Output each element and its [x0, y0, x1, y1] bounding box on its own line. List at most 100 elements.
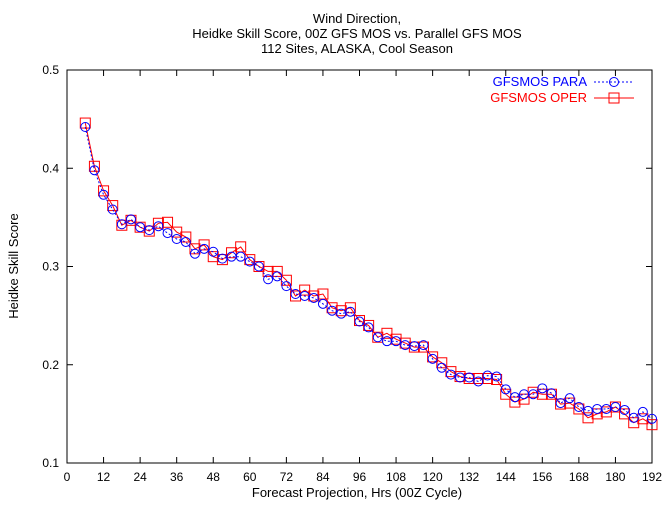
point-para: [89, 165, 100, 176]
legend-marker-oper: [608, 92, 620, 104]
point-para: [116, 219, 127, 230]
point-para: [308, 292, 319, 303]
point-oper: [79, 117, 91, 129]
point-para: [564, 393, 575, 404]
x-axis-ticks: 0 12 24 36 48 60 72 84 96 108 120 132 144 156 168 180 19…: [64, 70, 662, 484]
point-para: [555, 398, 566, 409]
x-tick-label: 132: [459, 470, 479, 484]
point-para: [235, 251, 246, 262]
point-para: [509, 392, 520, 403]
point-para: [125, 214, 136, 225]
point-para: [244, 256, 255, 267]
point-para: [107, 204, 118, 215]
point-oper: [280, 274, 292, 286]
point-para: [363, 322, 374, 333]
point-para: [290, 289, 301, 300]
point-para: [354, 316, 365, 327]
point-oper: [427, 351, 439, 363]
legend: GFSMOS PARA GFSMOS OPER: [490, 74, 634, 105]
point-para: [573, 401, 584, 412]
chart-title-line-3: 112 Sites, ALASKA, Cool Season: [261, 41, 453, 56]
legend-label-oper: GFSMOS OPER: [490, 90, 587, 105]
point-para: [162, 228, 173, 239]
point-oper: [198, 239, 210, 251]
point-para: [189, 248, 200, 259]
series-line-oper: [84, 122, 653, 426]
point-para: [299, 290, 310, 301]
y-tick-label: 0.4: [42, 161, 59, 175]
point-para: [436, 362, 447, 373]
x-tick-label: 96: [353, 470, 367, 484]
point-para: [171, 233, 182, 244]
point-para: [391, 336, 402, 347]
point-para: [217, 253, 228, 264]
y-tick-label: 0.2: [42, 358, 59, 372]
x-tick-label: 120: [423, 470, 443, 484]
point-para: [336, 308, 347, 319]
point-para: [619, 404, 630, 415]
x-tick-label: 84: [316, 470, 330, 484]
x-tick-label: 24: [133, 470, 147, 484]
point-para: [372, 332, 383, 343]
point-oper: [582, 412, 594, 424]
point-oper: [152, 217, 164, 229]
point-oper: [491, 373, 503, 385]
x-tick-label: 12: [97, 470, 111, 484]
point-para: [491, 371, 502, 382]
point-para: [272, 271, 283, 282]
x-tick-label: 36: [170, 470, 184, 484]
point-para: [180, 236, 191, 247]
point-oper: [98, 185, 110, 197]
x-tick-label: 48: [207, 470, 221, 484]
series-layer: [79, 117, 658, 431]
point-para: [583, 405, 594, 416]
x-tick-label: 72: [280, 470, 294, 484]
point-oper: [299, 284, 311, 296]
point-para: [327, 305, 338, 316]
point-para: [135, 222, 146, 233]
point-para: [628, 412, 639, 423]
point-oper: [262, 265, 274, 277]
point-oper: [226, 247, 238, 259]
chart-title-line-1: Wind Direction,: [313, 11, 401, 26]
point-para: [637, 406, 648, 417]
point-para: [263, 274, 274, 285]
y-axis-ticks: 0.1 0.2 0.3 0.4 0.5: [42, 63, 652, 470]
point-para: [528, 389, 539, 400]
point-oper: [326, 302, 338, 314]
point-para: [500, 384, 511, 395]
point-para: [601, 403, 612, 414]
point-oper: [381, 327, 393, 339]
point-oper: [107, 200, 119, 212]
point-para: [153, 221, 164, 232]
point-para: [317, 298, 328, 309]
legend-label-para: GFSMOS PARA: [493, 74, 588, 89]
legend-marker-para: [609, 77, 619, 87]
x-tick-label: 108: [386, 470, 406, 484]
chart-title-line-2: Heidke Skill Score, 00Z GFS MOS vs. Para…: [192, 26, 522, 41]
point-para: [345, 306, 356, 317]
point-para: [418, 340, 429, 351]
point-para: [80, 121, 91, 132]
point-para: [427, 353, 438, 364]
point-para: [144, 225, 155, 236]
point-para: [445, 369, 456, 380]
point-para: [253, 261, 264, 272]
point-oper: [646, 419, 658, 431]
y-tick-label: 0.3: [42, 260, 59, 274]
y-axis-label: Heidke Skill Score: [6, 213, 21, 319]
y-tick-label: 0.1: [42, 456, 59, 470]
x-tick-label: 0: [64, 470, 71, 484]
point-para: [199, 243, 210, 254]
point-para: [610, 401, 621, 412]
point-para: [464, 372, 475, 383]
y-tick-label: 0.5: [42, 63, 59, 77]
x-axis-label: Forecast Projection, Hrs (00Z Cycle): [252, 485, 462, 500]
x-tick-label: 60: [243, 470, 257, 484]
x-tick-label: 156: [532, 470, 552, 484]
point-oper: [244, 254, 256, 266]
x-tick-label: 144: [496, 470, 516, 484]
point-para: [208, 246, 219, 257]
point-para: [546, 388, 557, 399]
